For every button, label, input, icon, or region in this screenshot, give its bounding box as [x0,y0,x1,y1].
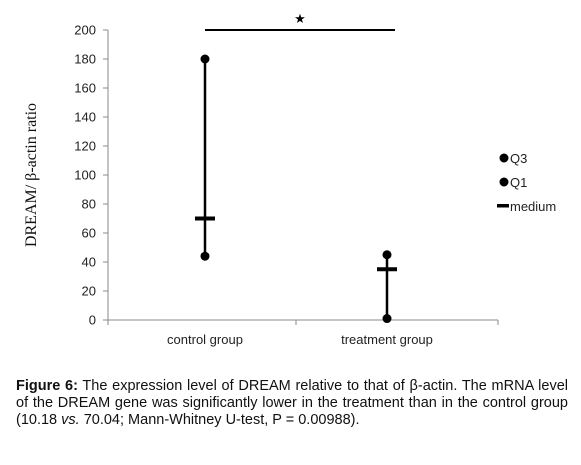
y-tick-label: 80 [82,197,96,212]
y-tick-label: 140 [74,110,96,125]
legend-label-q1: Q1 [510,175,527,190]
q1-point [200,251,210,261]
q3-point [200,54,210,64]
caption-italic: vs. [61,412,80,428]
y-tick-label: 160 [74,81,96,96]
chart: 0 20 40 60 80 100 120 140 160 180 200 control group… [23,12,556,347]
significance-star: ★ [294,12,306,27]
y-tick-label: 40 [82,255,96,270]
y-tick-label: 20 [82,284,96,299]
caption-label: Figure 6: [16,378,78,394]
y-tick-label: 100 [74,168,96,183]
caption-text-1: The expression level of DREAM relative t… [16,378,568,428]
legend-q3-marker [499,153,509,163]
y-tick-label: 60 [82,226,96,241]
median-mark [195,216,215,221]
median-mark [377,267,397,272]
legend-label-medium: medium [510,199,556,214]
y-tick-label: 120 [74,139,96,154]
q3-point [382,250,392,260]
legend-label-q3: Q3 [510,151,527,166]
legend-q1-marker [499,177,509,187]
y-tick-label: 0 [89,313,96,328]
y-tick-label: 200 [74,23,96,38]
q1-point [382,314,392,324]
x-tick-label: control group [167,332,243,347]
caption-text-2: 70.04; Mann-Whitney U-test, P = 0.00988)… [79,412,360,428]
y-tick-label: 180 [74,52,96,67]
x-tick-label: treatment group [341,332,433,347]
legend-medium-marker [497,204,509,208]
y-axis-label: DREAM/ β-actin ratio [23,103,40,247]
figure-caption: Figure 6: The expression level of DREAM … [16,378,568,429]
